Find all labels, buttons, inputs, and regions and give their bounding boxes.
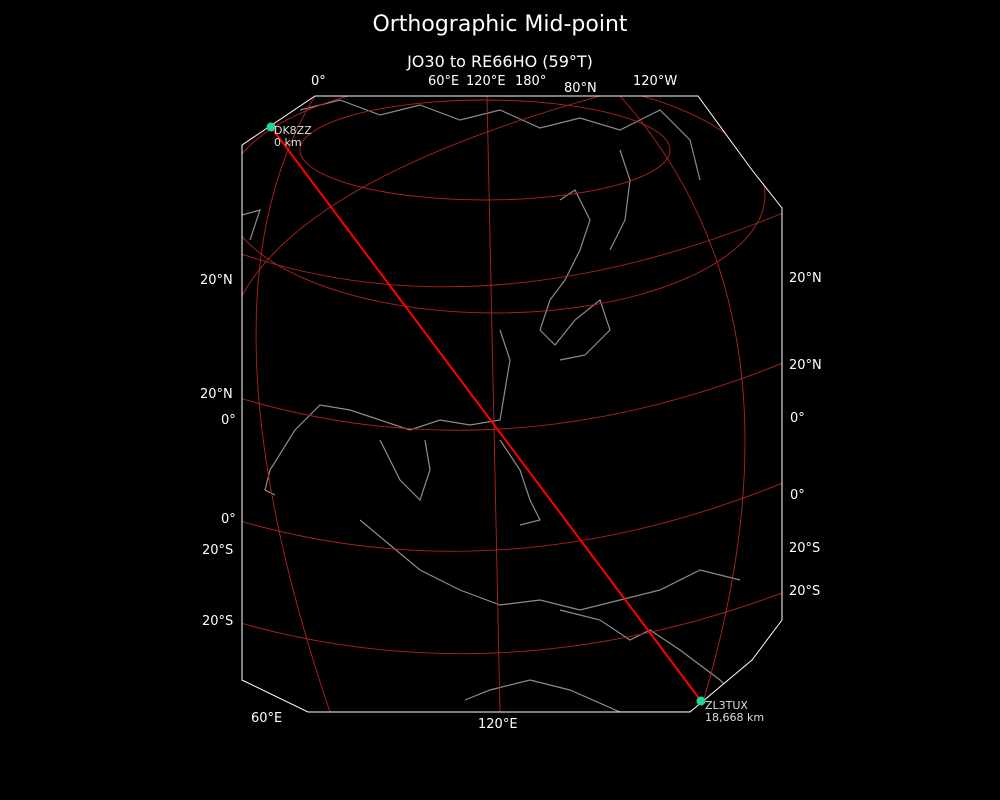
left-label: 0° (221, 512, 236, 527)
bottom-label: 60°E (251, 711, 283, 726)
left-label: 20°S (202, 543, 234, 558)
end-station-marker (696, 696, 706, 706)
right-label: 20°S (789, 541, 821, 556)
right-label: 0° (790, 411, 805, 426)
coastlines (242, 99, 742, 712)
right-label: 20°N (789, 358, 822, 373)
graticule (242, 96, 782, 712)
map-subtitle: JO30 to RE66HO (59°T) (407, 52, 593, 71)
start-station-label: DK8ZZ 0 km (274, 125, 312, 149)
left-label: 20°N (200, 273, 233, 288)
left-label: 20°S (202, 614, 234, 629)
top-label: 120°E (466, 74, 506, 89)
start-station-marker (266, 122, 276, 132)
start-distance: 0 km (274, 136, 302, 149)
left-label: 20°N (200, 387, 233, 402)
map-title: Orthographic Mid-point (372, 12, 628, 37)
top-label: 80°N (564, 81, 597, 96)
start-callsign: DK8ZZ (274, 124, 312, 137)
map-frame (241, 95, 783, 713)
end-station-label: ZL3TUX 18,668 km (705, 700, 764, 724)
end-distance: 18,668 km (705, 711, 765, 724)
route-line (270, 126, 702, 702)
right-label: 0° (790, 488, 805, 503)
top-label: 0° (311, 74, 326, 89)
top-label: 180° (515, 74, 547, 89)
top-label: 60°E (428, 74, 460, 89)
left-label: 0° (221, 413, 236, 428)
end-callsign: ZL3TUX (705, 699, 748, 712)
right-label: 20°N (789, 271, 822, 286)
bottom-label: 120°E (478, 717, 518, 732)
right-label: 20°S (789, 584, 821, 599)
top-label: 120°W (633, 74, 678, 89)
